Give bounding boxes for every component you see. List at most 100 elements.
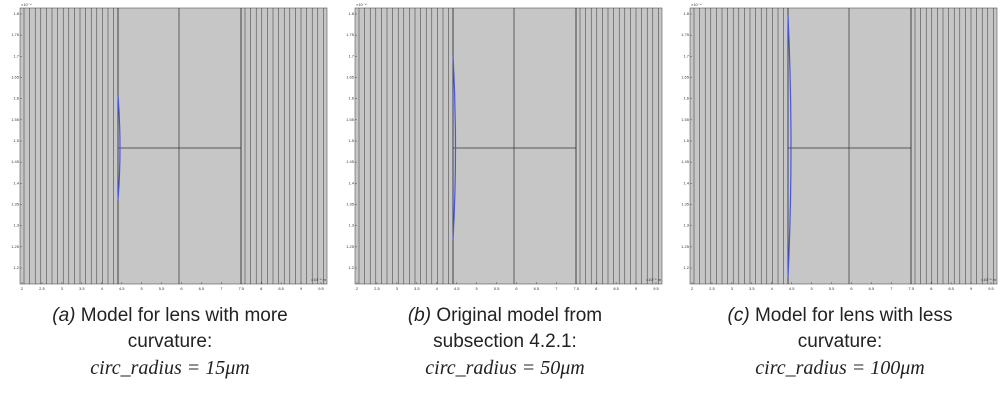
- x-tick-label: 3.5: [79, 286, 85, 291]
- x-unit: ×10⁻⁴ m: [646, 277, 662, 282]
- x-tick-label: 9.5: [653, 286, 659, 291]
- caption-formula: circ_radius = 50μm: [340, 355, 670, 381]
- caption-line: curvature:: [5, 329, 335, 355]
- y-tick-label: 1.35: [11, 202, 20, 207]
- y-tick-label: 1.5: [13, 138, 19, 143]
- x-tick-label: 6.5: [199, 286, 205, 291]
- y-tick-label: 1.55: [681, 117, 690, 122]
- x-tick-label: 6: [515, 286, 518, 291]
- subfigure: 1.81.751.71.651.61.551.51.451.41.351.31.…: [340, 0, 670, 405]
- y-tick-label: 1.7: [683, 53, 689, 58]
- caption-line: subsection 4.2.1:: [340, 329, 670, 355]
- x-tick-label: 9: [635, 286, 638, 291]
- x-tick-label: 7: [555, 286, 558, 291]
- caption-line: (a) Model for lens with more: [5, 303, 335, 329]
- y-tick-label: 1.25: [11, 244, 20, 249]
- x-tick-label: 4: [771, 286, 774, 291]
- y-tick-label: 1.8: [348, 11, 354, 16]
- x-tick-label: 5.5: [829, 286, 835, 291]
- page: 1.81.751.71.651.61.551.51.451.41.351.31.…: [0, 0, 1002, 405]
- y-tick-label: 1.5: [348, 138, 354, 143]
- y-tick-label: 1.4: [13, 180, 19, 185]
- y-tick-label: 1.25: [681, 244, 690, 249]
- x-unit: ×10⁻⁴ m: [311, 277, 327, 282]
- x-tick-label: 7: [220, 286, 223, 291]
- caption-line: (c) Model for lens with less: [675, 303, 1002, 329]
- x-tick-label: 3: [396, 286, 399, 291]
- plot-background: [355, 8, 662, 284]
- caption-label: (b): [408, 305, 431, 326]
- y-tick-label: 1.35: [681, 202, 690, 207]
- plot-background: [20, 8, 327, 284]
- caption-formula: circ_radius = 100μm: [675, 355, 1002, 381]
- y-tick-label: 1.45: [11, 159, 20, 164]
- x-tick-label: 2: [21, 286, 24, 291]
- x-tick-label: 7: [890, 286, 893, 291]
- x-tick-label: 3.5: [749, 286, 755, 291]
- y-tick-label: 1.3: [13, 223, 19, 228]
- x-tick-label: 9.5: [988, 286, 994, 291]
- y-tick-label: 1.3: [683, 223, 689, 228]
- x-tick-label: 8: [930, 286, 933, 291]
- caption-formula: circ_radius = 15μm: [5, 355, 335, 381]
- geometry-plot: 1.81.751.71.651.61.551.51.451.41.351.31.…: [675, 0, 1002, 300]
- y-tick-label: 1.6: [683, 96, 689, 101]
- y-tick-label: 1.2: [348, 265, 354, 270]
- x-tick-label: 2.5: [374, 286, 380, 291]
- x-tick-label: 6: [850, 286, 853, 291]
- y-tick-label: 1.75: [11, 32, 20, 37]
- x-tick-label: 3.5: [414, 286, 420, 291]
- x-tick-label: 4.5: [454, 286, 460, 291]
- y-exponent: ×10⁻⁴: [691, 2, 702, 7]
- x-tick-label: 4.5: [119, 286, 125, 291]
- y-tick-label: 1.5: [683, 138, 689, 143]
- x-tick-label: 3: [61, 286, 64, 291]
- x-tick-label: 8: [260, 286, 263, 291]
- y-tick-label: 1.6: [13, 96, 19, 101]
- plot-background: [690, 8, 997, 284]
- x-tick-label: 8: [595, 286, 598, 291]
- y-tick-label: 1.45: [346, 159, 355, 164]
- caption-text: Model for lens with less: [755, 305, 952, 326]
- x-tick-label: 6.5: [534, 286, 540, 291]
- caption-text: Original model from: [436, 305, 602, 326]
- geometry-plot: 1.81.751.71.651.61.551.51.451.41.351.31.…: [5, 0, 335, 300]
- x-tick-label: 5: [810, 286, 813, 291]
- y-tick-label: 1.75: [346, 32, 355, 37]
- x-tick-label: 7.5: [573, 286, 579, 291]
- x-tick-label: 8.5: [278, 286, 284, 291]
- x-tick-label: 5: [475, 286, 478, 291]
- y-tick-label: 1.2: [683, 265, 689, 270]
- y-tick-label: 1.4: [348, 180, 354, 185]
- x-tick-label: 5: [140, 286, 143, 291]
- x-tick-label: 2.5: [39, 286, 45, 291]
- y-tick-label: 1.6: [348, 96, 354, 101]
- caption-label: (c): [728, 305, 750, 326]
- y-tick-label: 1.8: [683, 11, 689, 16]
- y-tick-label: 1.45: [681, 159, 690, 164]
- x-tick-label: 2: [356, 286, 359, 291]
- y-tick-label: 1.75: [681, 32, 690, 37]
- caption: (b) Original model from subsection 4.2.1:…: [340, 303, 670, 381]
- x-tick-label: 8.5: [948, 286, 954, 291]
- x-tick-label: 2.5: [709, 286, 715, 291]
- x-tick-label: 8.5: [613, 286, 619, 291]
- y-tick-label: 1.65: [346, 75, 355, 80]
- y-tick-label: 1.35: [346, 202, 355, 207]
- x-tick-label: 4: [436, 286, 439, 291]
- x-tick-label: 9: [300, 286, 303, 291]
- x-tick-label: 9.5: [318, 286, 324, 291]
- x-tick-label: 4.5: [789, 286, 795, 291]
- y-exponent: ×10⁻⁴: [21, 2, 32, 7]
- caption-line: curvature:: [675, 329, 1002, 355]
- x-tick-label: 9: [970, 286, 973, 291]
- x-tick-label: 6.5: [869, 286, 875, 291]
- y-exponent: ×10⁻⁴: [356, 2, 367, 7]
- y-tick-label: 1.65: [681, 75, 690, 80]
- x-tick-label: 5.5: [494, 286, 500, 291]
- y-tick-label: 1.8: [13, 11, 19, 16]
- x-tick-label: 2: [691, 286, 694, 291]
- x-tick-label: 5.5: [159, 286, 165, 291]
